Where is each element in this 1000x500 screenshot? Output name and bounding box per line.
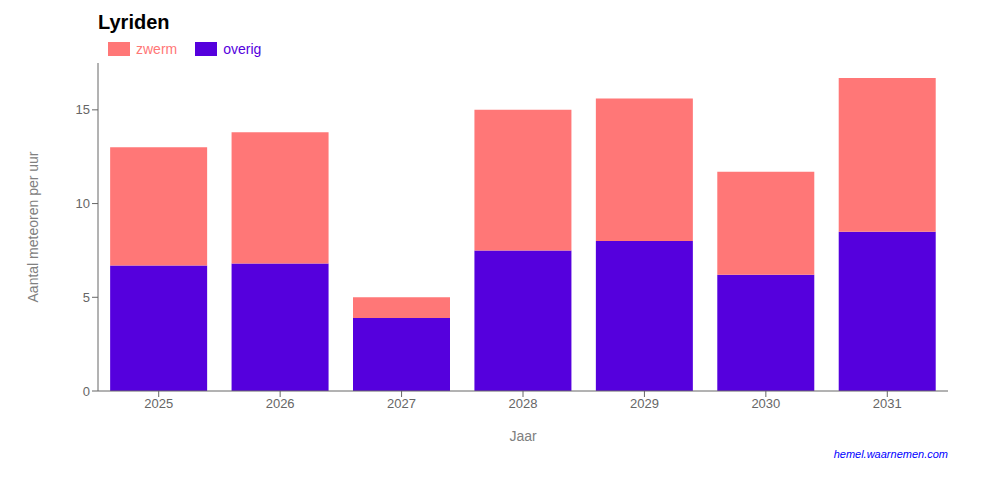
- html-text:overig: overig: [223, 41, 262, 57]
- svg-text:5: 5: [83, 290, 90, 305]
- svg-text:2028: 2028: [509, 396, 538, 411]
- svg-text:Jaar: Jaar: [509, 428, 537, 444]
- svg-text:Aantal meteoren per uur: Aantal meteoren per uur: [25, 151, 41, 302]
- html-text:Lyriden: Lyriden: [98, 11, 170, 33]
- svg-text:2025: 2025: [144, 396, 173, 411]
- svg-text:15: 15: [76, 102, 90, 117]
- svg-text:10: 10: [76, 196, 90, 211]
- svg-text:2030: 2030: [751, 396, 780, 411]
- svg-text:2031: 2031: [873, 396, 902, 411]
- svg-text:2029: 2029: [630, 396, 659, 411]
- html-text:hemel.waarnemen.com: hemel.waarnemen.com: [833, 448, 948, 460]
- svg-text:2026: 2026: [266, 396, 295, 411]
- svg-text:2027: 2027: [387, 396, 416, 411]
- svg-text:0: 0: [83, 384, 90, 399]
- html-text:zwerm: zwerm: [136, 41, 178, 57]
